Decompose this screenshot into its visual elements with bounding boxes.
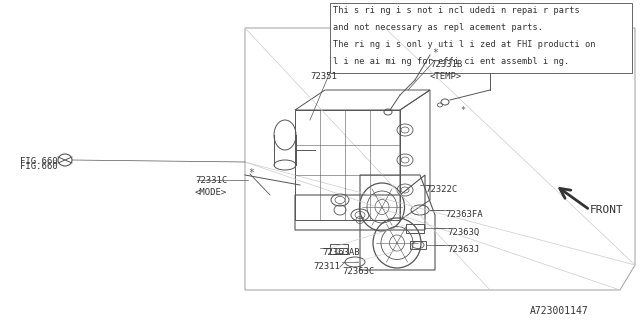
Text: 72331C: 72331C bbox=[195, 176, 227, 185]
Text: A723001147: A723001147 bbox=[530, 306, 589, 316]
Text: 72331B: 72331B bbox=[430, 60, 462, 69]
Text: 72363FA: 72363FA bbox=[445, 210, 483, 219]
Text: 72322C: 72322C bbox=[425, 185, 457, 194]
Text: *: * bbox=[248, 168, 254, 178]
Text: 72351: 72351 bbox=[310, 72, 337, 81]
Text: FIG.660: FIG.660 bbox=[20, 157, 58, 166]
Text: *: * bbox=[432, 48, 438, 58]
Bar bbox=[330, 244, 348, 254]
Bar bbox=[410, 241, 426, 249]
Text: Thi s ri ng i s not i ncl udedi n repai r parts: Thi s ri ng i s not i ncl udedi n repai … bbox=[333, 6, 580, 15]
Text: 72363Q: 72363Q bbox=[447, 228, 479, 237]
Text: and not necessary as repl acement parts.: and not necessary as repl acement parts. bbox=[333, 23, 543, 32]
Text: 72311: 72311 bbox=[313, 262, 340, 271]
Text: The ri ng i s onl y uti l i zed at FHI producti on: The ri ng i s onl y uti l i zed at FHI p… bbox=[333, 40, 595, 49]
Text: *: * bbox=[460, 106, 465, 115]
Bar bbox=[335, 248, 343, 253]
Text: l i ne ai mi ng for effi ci ent assembl i ng.: l i ne ai mi ng for effi ci ent assembl … bbox=[333, 57, 569, 66]
Text: FRONT: FRONT bbox=[590, 205, 624, 215]
Text: 72363C: 72363C bbox=[342, 267, 374, 276]
Bar bbox=[330, 3, 632, 73]
Text: 72363AB: 72363AB bbox=[322, 248, 360, 257]
Text: 72363J: 72363J bbox=[447, 245, 479, 254]
Text: FIG.660: FIG.660 bbox=[20, 162, 58, 171]
Text: <MODE>: <MODE> bbox=[195, 188, 227, 197]
Text: <TEMP>: <TEMP> bbox=[430, 72, 462, 81]
Bar bbox=[406, 224, 424, 233]
